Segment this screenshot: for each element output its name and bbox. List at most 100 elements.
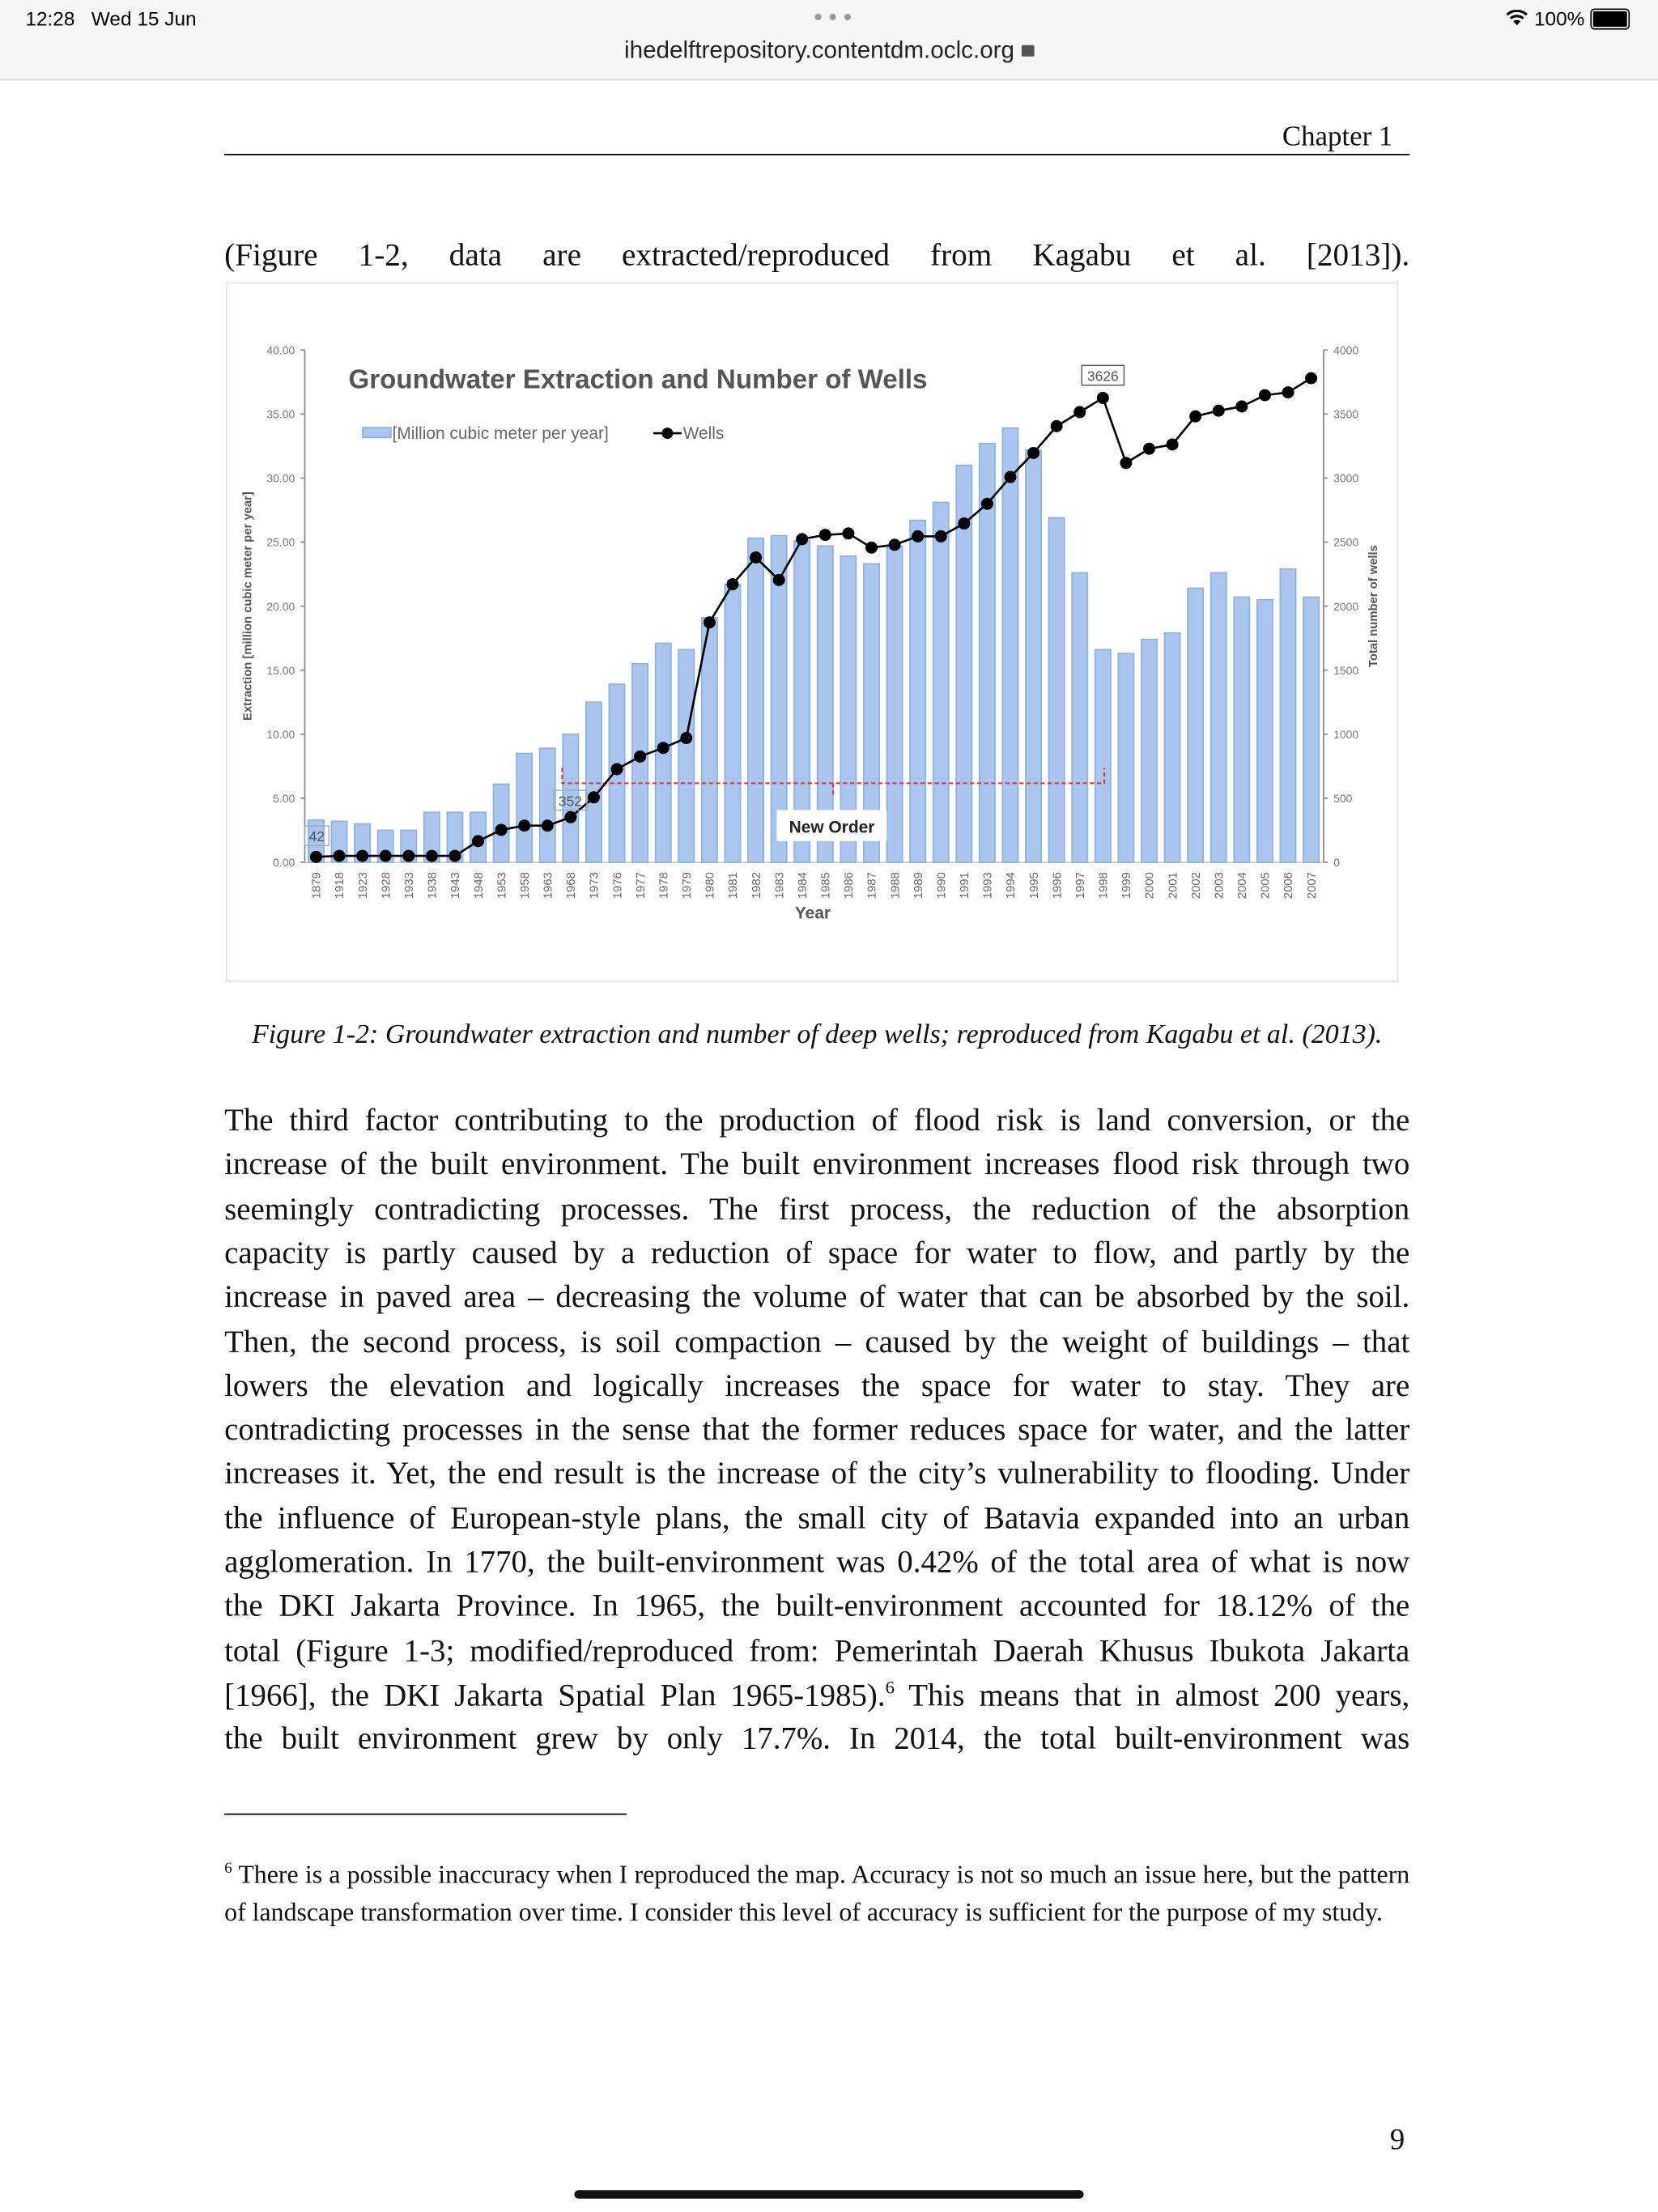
x-tick-label: 1963 — [542, 872, 555, 899]
x-tick-label: 2003 — [1213, 872, 1226, 899]
wells-point — [818, 529, 831, 542]
x-tick-label: 1986 — [843, 872, 856, 899]
x-tick-label: 1996 — [1051, 872, 1064, 899]
x-tick-label: 2007 — [1306, 872, 1319, 899]
y2-tick-label: 3000 — [1333, 472, 1358, 485]
y-tick-label: 25.00 — [266, 536, 295, 549]
wells-point — [888, 538, 901, 551]
legend-line-label: Wells — [683, 424, 725, 443]
bar — [1094, 649, 1112, 863]
bar — [770, 534, 788, 863]
time: 12:28 — [25, 6, 75, 30]
wells-point — [1120, 457, 1133, 470]
new-order-bracket — [561, 768, 1106, 795]
wells-point — [1050, 419, 1063, 432]
wifi-icon — [1506, 10, 1528, 26]
bar — [423, 811, 440, 863]
x-tick-label: 1988 — [889, 872, 902, 899]
bar — [724, 583, 742, 863]
more-dots-icon[interactable]: ••• — [811, 4, 856, 32]
x-tick-label: 1989 — [912, 872, 925, 899]
bar — [1209, 572, 1227, 863]
bar — [1001, 427, 1019, 863]
wells-point — [449, 849, 461, 862]
wells-line — [316, 376, 1312, 858]
body-line: lowers the elevation and logically incre… — [224, 1367, 1410, 1403]
x-tick-label: 1953 — [495, 872, 508, 899]
bar — [909, 519, 927, 863]
footnote-text: There is a possible inaccuracy when I re… — [224, 1860, 1410, 1926]
footnote-rule — [224, 1813, 627, 1815]
wells-point — [865, 541, 878, 554]
body-line: capacity is partly caused by a reduction… — [224, 1234, 1410, 1270]
x-tick-label: 1991 — [959, 872, 971, 899]
legend-bar-label: [Million cubic meter per year] — [393, 424, 609, 443]
x-tick-label: 1978 — [657, 872, 670, 899]
wells-point — [587, 791, 600, 804]
bar — [1071, 572, 1089, 863]
status-time: 12:28 Wed 15 Jun — [25, 7, 196, 30]
wells-point — [1212, 404, 1225, 417]
legend-bar-swatch — [362, 427, 392, 439]
bar — [492, 783, 510, 863]
wells-point — [518, 819, 531, 832]
lock-icon — [1021, 45, 1034, 57]
wells-point — [1004, 470, 1017, 483]
wells-point — [564, 810, 577, 823]
wells-point — [703, 616, 716, 629]
data-label: 42 — [309, 828, 325, 844]
chart-title: Groundwater Extraction and Number of Wel… — [349, 364, 928, 394]
new-order-label-bg — [776, 810, 887, 841]
header-rule — [224, 153, 1410, 155]
x-tick-label: 2006 — [1282, 872, 1295, 899]
browser-top-bar — [0, 0, 1658, 81]
figure-chart: 0.00 5.00 10.00 15.00 20.00 25.00 30.00 35.00 40… — [225, 282, 1399, 983]
bar — [840, 555, 857, 863]
bar — [585, 701, 602, 863]
x-tick-label: 1997 — [1074, 872, 1087, 899]
x-tick-label: 1918 — [334, 872, 346, 899]
legend-line-marker — [661, 428, 674, 440]
x-tick-label: 1990 — [935, 872, 948, 899]
bar — [1233, 596, 1251, 863]
wells-point — [1073, 406, 1086, 419]
x-tick-label: 2000 — [1144, 872, 1157, 899]
body-line: the DKI Jakarta Province. In 1965, the b… — [224, 1588, 1410, 1623]
x-tick-label: 1943 — [449, 872, 462, 899]
wells-point — [1235, 400, 1248, 413]
x-tick-label: 1984 — [797, 872, 810, 899]
wells-point — [333, 849, 346, 862]
x-tick-label: 1933 — [403, 872, 416, 899]
bar — [1279, 568, 1297, 863]
y2-tick-label: 2000 — [1333, 600, 1358, 613]
y2-tick-label: 500 — [1333, 792, 1353, 805]
bar — [1163, 632, 1181, 863]
wells-point — [356, 849, 369, 862]
wells-point — [425, 849, 438, 862]
body-line: the influence of European-style plans, t… — [224, 1499, 1410, 1535]
x-tick-label: 1973 — [589, 872, 602, 899]
y-tick-label: 20.00 — [266, 600, 295, 613]
wells-point — [1143, 442, 1155, 455]
bar — [955, 464, 973, 863]
chart-svg: 0.00 5.00 10.00 15.00 20.00 25.00 30.00 35.00 40… — [241, 343, 1380, 922]
address-bar[interactable]: ihedelftrepository.contentdm.oclc.org — [0, 36, 1658, 65]
wells-point — [472, 835, 485, 848]
bar — [1117, 653, 1135, 863]
y-tick-label: 30.00 — [266, 472, 295, 485]
bar — [631, 662, 649, 863]
x-tick-label: 1985 — [820, 872, 833, 899]
body-line: increase in paved area – decreasing the … — [224, 1278, 1410, 1315]
bar — [1303, 596, 1320, 863]
x-tick-label: 2002 — [1190, 872, 1203, 899]
wells-point — [680, 732, 693, 745]
status-right: 100% — [1506, 7, 1630, 30]
bar — [1141, 638, 1158, 863]
footnote-ref: 6 — [885, 1676, 895, 1698]
home-indicator[interactable] — [574, 2190, 1084, 2199]
body-line: [1966], the DKI Jakarta Spatial Plan 196… — [224, 1676, 1409, 1713]
bar — [863, 563, 880, 863]
x-tick-label: 1999 — [1120, 872, 1133, 899]
data-label-box — [1081, 364, 1125, 386]
wells-point — [1258, 389, 1271, 402]
